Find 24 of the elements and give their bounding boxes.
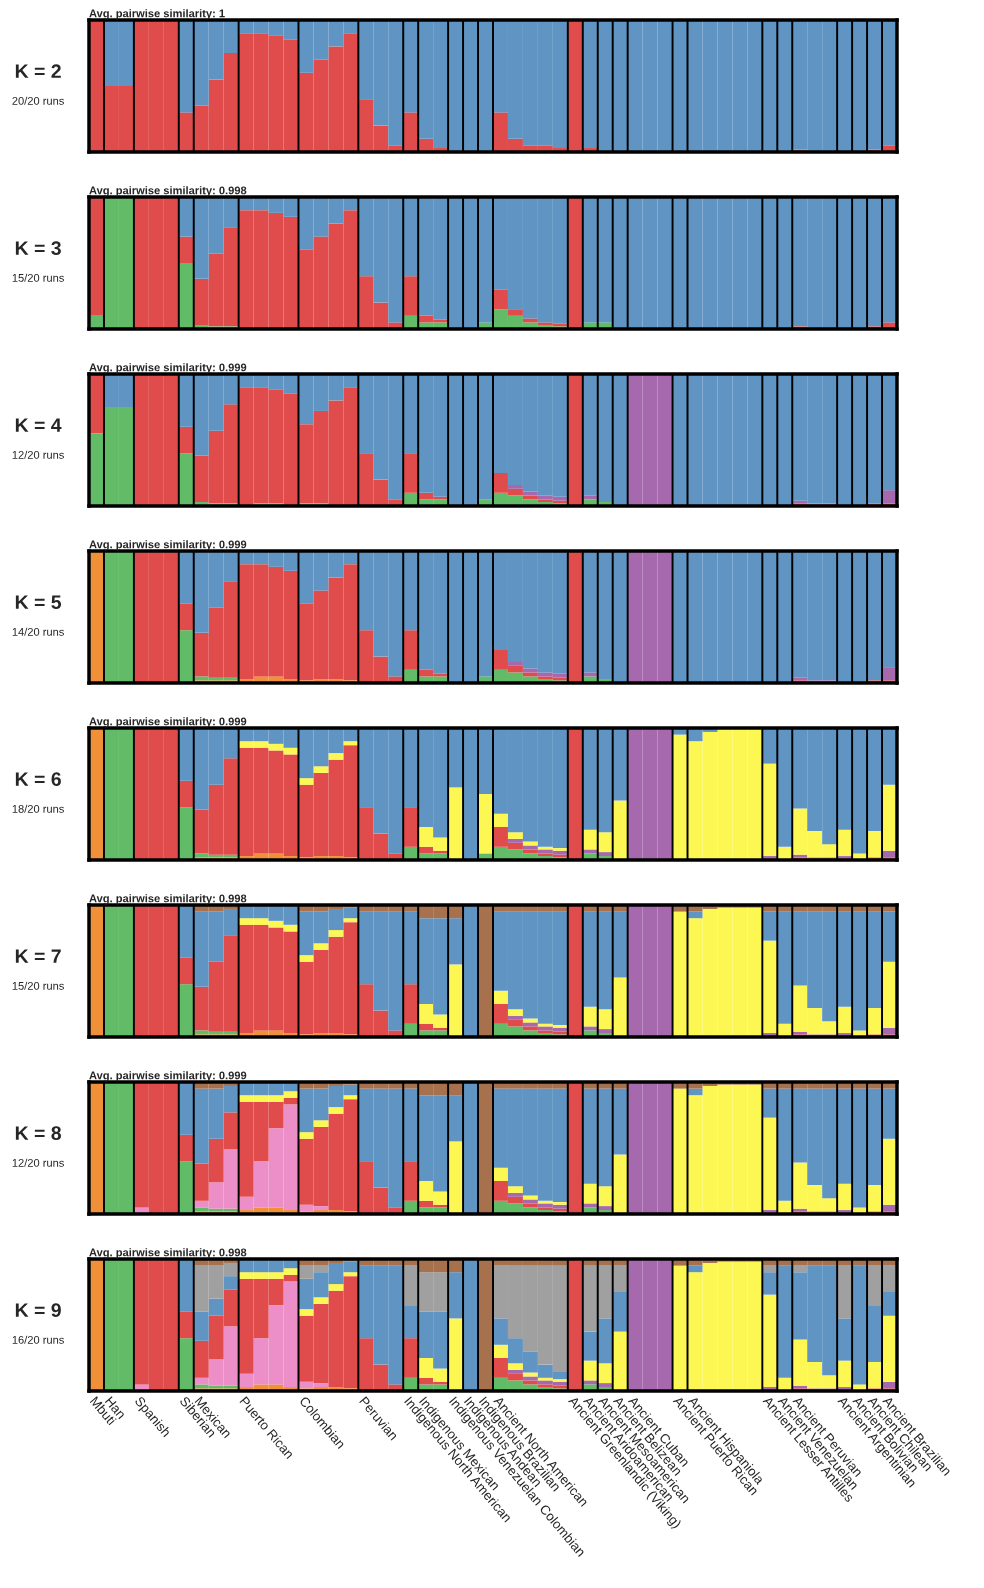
y-axis-title: K = 9 — [15, 1303, 61, 1318]
y-axis-title: K = 8 — [15, 1126, 62, 1141]
chart-title: Avg. pairwise similarity: 0.999 — [89, 363, 247, 374]
y-axis-title: K = 7 — [15, 949, 61, 963]
text: 12/20 runs — [12, 1158, 64, 1167]
text: 15/20 runs — [12, 273, 64, 282]
text: 12/20 runs — [12, 450, 64, 459]
chart-title: Avg. pairwise similarity: 1 — [89, 9, 225, 20]
y-axis-title: K = 2 — [15, 64, 61, 78]
chart-title: Avg. pairwise similarity: 0.999 — [89, 540, 247, 551]
chart-title: Avg. pairwise similarity: 0.998 — [89, 1248, 247, 1259]
y-axis-title: K = 5 — [15, 595, 62, 610]
y-axis-title: K = 4 — [15, 418, 62, 432]
text: 18/20 runs — [12, 804, 64, 813]
text: 15/20 runs — [12, 981, 64, 990]
text: 14/20 runs — [12, 627, 64, 636]
chart-title: Avg. pairwise similarity: 0.998 — [89, 894, 247, 905]
text: 20/20 runs — [12, 96, 64, 105]
chart-title: Avg. pairwise similarity: 0.999 — [89, 1071, 247, 1082]
y-axis-title: K = 3 — [15, 241, 61, 256]
chart-title: Avg. pairwise similarity: 0.998 — [89, 186, 247, 197]
chart-title: Avg. pairwise similarity: 0.999 — [89, 717, 247, 728]
text: 16/20 runs — [12, 1335, 64, 1344]
y-axis-title: K = 6 — [15, 772, 61, 787]
